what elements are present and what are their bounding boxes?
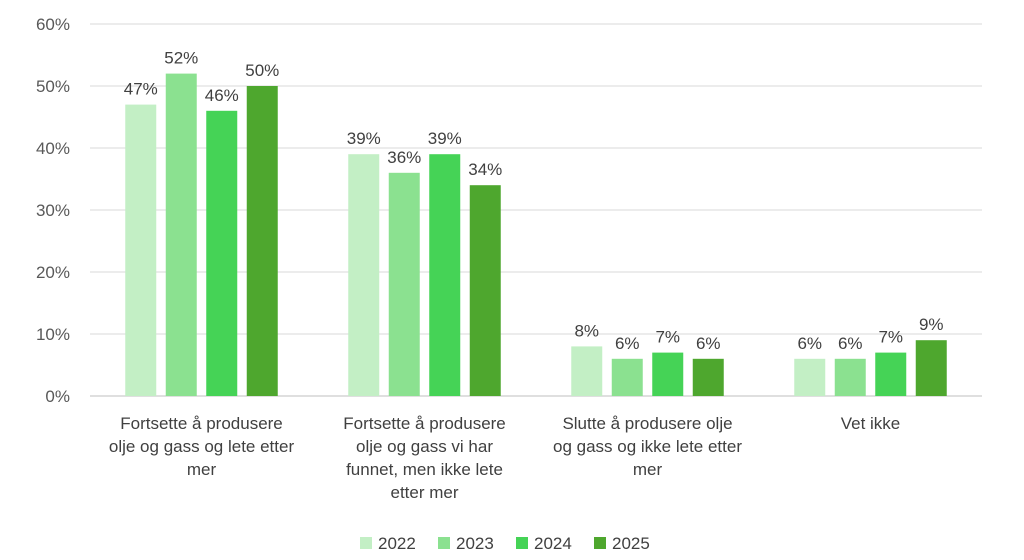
category-label: Vet ikke [841, 414, 901, 433]
data-label: 46% [205, 86, 239, 105]
bar-2023 [834, 358, 866, 396]
category-label-line: Fortsette å produsere [343, 414, 506, 433]
bar-2022 [794, 358, 826, 396]
data-label: 8% [574, 321, 599, 340]
category-label-line: Slutte å produsere olje [562, 414, 732, 433]
bar-2025 [246, 86, 278, 396]
category-label-line: etter mer [390, 483, 458, 502]
data-label: 7% [655, 328, 680, 347]
category-label-line: Fortsette å produsere [120, 414, 283, 433]
y-tick-label: 40% [36, 139, 70, 158]
bar-2024 [206, 110, 238, 397]
category-label-line: funnet, men ikke lete [346, 460, 503, 479]
y-tick-label: 10% [36, 325, 70, 344]
y-tick-label: 0% [45, 387, 70, 406]
data-label: 39% [347, 129, 381, 148]
category-label-line: Vet ikke [841, 414, 901, 433]
category-label-line: olje og gass vi har [356, 437, 493, 456]
bar-2025 [692, 358, 724, 396]
legend-swatch-2025 [594, 537, 606, 549]
data-labels: 47% 52% 46% 50% 39% 36% 39% 34% 8% 6% 7% 6% 6% 6% 7% 9% [124, 49, 944, 353]
data-label: 6% [838, 334, 863, 353]
data-label: 36% [387, 148, 421, 167]
legend-label: 2022 [378, 534, 416, 553]
category-label-line: mer [187, 460, 217, 479]
data-label: 39% [428, 129, 462, 148]
category-label: Slutte å produsere olje og gass og ikke l… [553, 414, 742, 479]
data-label: 7% [878, 328, 903, 347]
category-label-line: olje og gass og lete etter [109, 437, 295, 456]
y-axis-ticks: 0% 10% 20% 30% 40% 50% 60% [36, 15, 70, 406]
bar-2024 [429, 154, 461, 396]
legend-swatch-2024 [516, 537, 528, 549]
bar-2025 [915, 340, 947, 396]
bar-2023 [165, 73, 197, 396]
data-label: 47% [124, 80, 158, 99]
bar-2022 [571, 346, 603, 396]
data-label: 6% [797, 334, 822, 353]
data-label: 9% [919, 315, 944, 334]
bar-2024 [875, 352, 907, 396]
category-label: Fortsette å produsere olje og gass og let… [109, 414, 295, 479]
y-tick-label: 30% [36, 201, 70, 220]
data-label: 50% [245, 61, 279, 80]
bar-2023 [611, 358, 643, 396]
bar-2025 [469, 185, 501, 396]
legend-swatch-2023 [438, 537, 450, 549]
data-label: 34% [468, 160, 502, 179]
data-label: 6% [696, 334, 721, 353]
bar-2023 [388, 172, 420, 396]
bar-2022 [125, 104, 157, 396]
legend-swatch-2022 [360, 537, 372, 549]
data-label: 52% [164, 49, 198, 68]
y-tick-label: 50% [36, 77, 70, 96]
legend-label: 2025 [612, 534, 650, 553]
category-label-line: og gass og ikke lete etter [553, 437, 742, 456]
x-axis-categories: Fortsette å produsere olje og gass og let… [109, 414, 900, 502]
bar-2022 [348, 154, 380, 396]
category-label: Fortsette å produsere olje og gass vi har… [343, 414, 506, 502]
y-tick-label: 60% [36, 15, 70, 34]
y-tick-label: 20% [36, 263, 70, 282]
bar-2024 [652, 352, 684, 396]
gridlines [90, 23, 982, 397]
legend-label: 2023 [456, 534, 494, 553]
legend-label: 2024 [534, 534, 572, 553]
data-label: 6% [615, 334, 640, 353]
bars [125, 73, 947, 397]
legend: 2022 2023 2024 2025 [360, 534, 650, 553]
category-label-line: mer [633, 460, 663, 479]
